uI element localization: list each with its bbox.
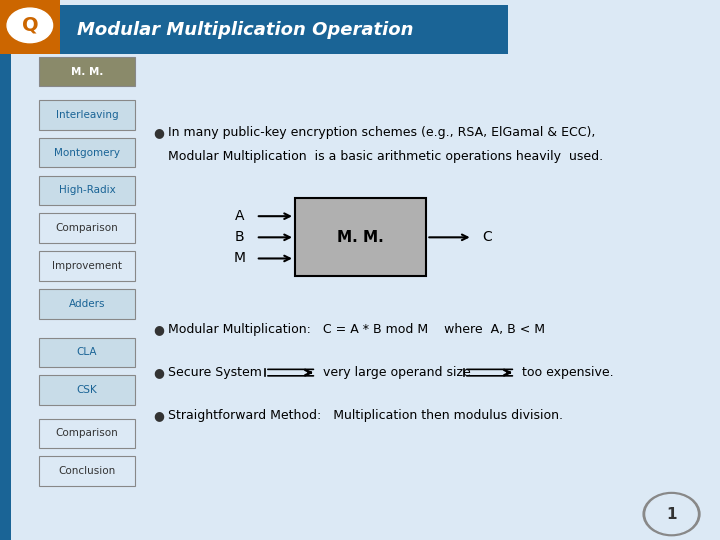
Text: High-Radix: High-Radix — [58, 185, 115, 195]
Text: C: C — [482, 231, 492, 244]
FancyBboxPatch shape — [39, 213, 135, 243]
FancyBboxPatch shape — [295, 198, 426, 276]
FancyBboxPatch shape — [39, 57, 135, 86]
FancyBboxPatch shape — [39, 176, 135, 205]
FancyBboxPatch shape — [39, 138, 135, 167]
Text: ●: ● — [153, 323, 163, 336]
Bar — [60, 5, 508, 54]
FancyBboxPatch shape — [39, 251, 135, 281]
Text: CLA: CLA — [77, 347, 97, 357]
Text: ●: ● — [153, 366, 163, 379]
Text: M. M.: M. M. — [71, 66, 103, 77]
Text: M. M.: M. M. — [337, 230, 384, 245]
Text: A: A — [235, 209, 244, 223]
Text: Improvement: Improvement — [52, 261, 122, 271]
Text: too expensive.: too expensive. — [522, 366, 614, 379]
FancyBboxPatch shape — [39, 338, 135, 367]
FancyBboxPatch shape — [39, 418, 135, 448]
Text: Modular Multiplication Operation: Modular Multiplication Operation — [77, 21, 413, 39]
FancyBboxPatch shape — [39, 100, 135, 130]
Text: Secure System: Secure System — [168, 366, 262, 379]
Text: In many public-key encryption schemes (e.g., RSA, ElGamal & ECC),: In many public-key encryption schemes (e… — [168, 126, 595, 139]
Text: 1: 1 — [666, 507, 677, 522]
Text: ●: ● — [153, 409, 163, 422]
Bar — [0, 0, 11, 540]
Text: Adders: Adders — [69, 299, 105, 309]
FancyBboxPatch shape — [39, 456, 135, 486]
Circle shape — [646, 495, 697, 534]
Text: Modular Multiplication:   C = A * B mod M    where  A, B < M: Modular Multiplication: C = A * B mod M … — [168, 323, 546, 336]
Text: Q: Q — [22, 16, 38, 35]
Text: Modular Multiplication  is a basic arithmetic operations heavily  used.: Modular Multiplication is a basic arithm… — [168, 150, 603, 163]
Text: B: B — [235, 231, 244, 244]
FancyBboxPatch shape — [39, 289, 135, 319]
Text: Straightforward Method:   Multiplication then modulus division.: Straightforward Method: Multiplication t… — [168, 409, 564, 422]
Text: very large operand size: very large operand size — [323, 366, 471, 379]
Circle shape — [643, 492, 700, 536]
Text: Conclusion: Conclusion — [58, 466, 116, 476]
Circle shape — [7, 8, 53, 43]
Text: CSK: CSK — [76, 385, 97, 395]
Text: Interleaving: Interleaving — [55, 110, 118, 120]
Text: Comparison: Comparison — [55, 428, 118, 438]
Text: Montgomery: Montgomery — [54, 147, 120, 158]
FancyBboxPatch shape — [39, 375, 135, 405]
Text: Comparison: Comparison — [55, 223, 118, 233]
Text: M: M — [233, 252, 246, 266]
Text: ●: ● — [153, 126, 163, 139]
Bar — [0, 0, 60, 54]
